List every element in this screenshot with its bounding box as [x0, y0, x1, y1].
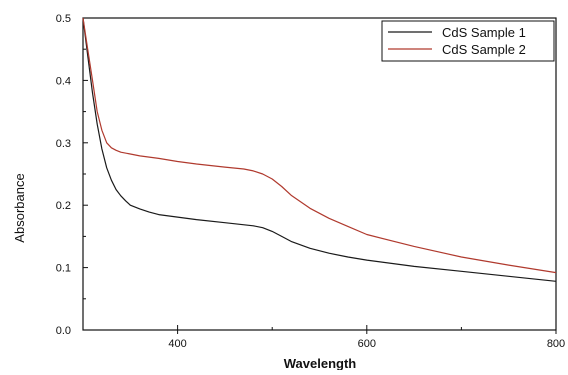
series-layer [82, 17, 557, 282]
y-tick-label: 0.5 [56, 13, 71, 25]
plot-frame [82, 17, 557, 331]
series-line-1 [82, 17, 557, 282]
x-axis-label: Wavelength [284, 356, 357, 370]
x-tick-label: 600 [358, 338, 376, 350]
x-tick-label: 400 [168, 338, 186, 350]
legend-label-1: CdS Sample 1 [442, 25, 526, 40]
y-tick-label: 0.3 [56, 138, 71, 150]
y-tick-label: 0.1 [56, 263, 71, 275]
y-axis-label: Absorbance [12, 173, 27, 242]
axes-layer: 0.0 0.1 0.2 0.3 0.4 0.5 400 600 800 [56, 13, 565, 350]
x-tick-label: 800 [547, 338, 565, 350]
y-tick-label: 0.2 [56, 200, 71, 212]
y-tick-label: 0.0 [56, 325, 71, 337]
legend-label-2: CdS Sample 2 [442, 42, 526, 57]
legend-box [381, 20, 555, 62]
y-tick-label: 0.4 [56, 75, 71, 87]
series-line-2 [82, 17, 557, 274]
legend: CdS Sample 1 CdS Sample 2 [381, 20, 555, 62]
